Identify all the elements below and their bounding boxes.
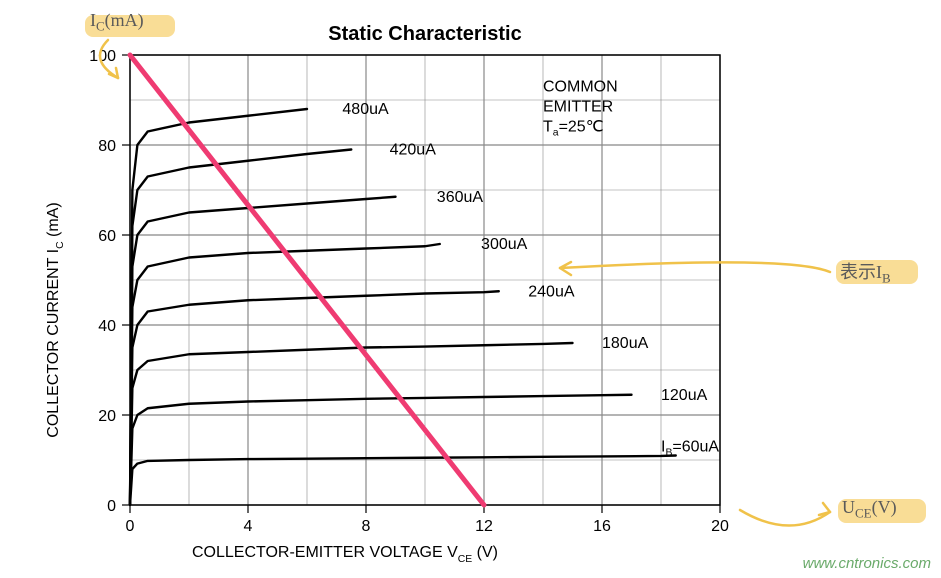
- svg-text:240uA: 240uA: [528, 283, 575, 300]
- figure-container: { "title": "Static Characteristic", "axe…: [0, 0, 941, 578]
- annotation-ic: IC(mA): [90, 10, 144, 35]
- svg-text:20: 20: [98, 408, 116, 425]
- svg-text:480uA: 480uA: [342, 101, 389, 118]
- svg-text:16: 16: [593, 518, 611, 535]
- svg-text:12: 12: [475, 518, 493, 535]
- svg-text:420uA: 420uA: [390, 142, 437, 159]
- annotation-uce: UCE(V): [842, 497, 897, 522]
- svg-text:4: 4: [244, 518, 253, 535]
- svg-text:180uA: 180uA: [602, 335, 649, 352]
- svg-text:20: 20: [711, 518, 729, 535]
- svg-text:80: 80: [98, 138, 116, 155]
- svg-text:0: 0: [107, 498, 116, 515]
- svg-text:EMITTER: EMITTER: [543, 99, 613, 116]
- svg-text:Static Characteristic: Static Characteristic: [328, 23, 521, 45]
- chart-svg: 048121620020406080100Static Characterist…: [0, 0, 941, 578]
- svg-text:COMMON: COMMON: [543, 79, 618, 96]
- svg-text:40: 40: [98, 318, 116, 335]
- svg-text:0: 0: [126, 518, 135, 535]
- svg-text:300uA: 300uA: [481, 236, 528, 253]
- svg-text:360uA: 360uA: [437, 189, 484, 206]
- svg-text:60: 60: [98, 228, 116, 245]
- svg-text:120uA: 120uA: [661, 387, 708, 404]
- svg-text:8: 8: [362, 518, 371, 535]
- watermark: www.cntronics.com: [803, 555, 931, 572]
- annotation-ib: 表示IB: [840, 258, 891, 287]
